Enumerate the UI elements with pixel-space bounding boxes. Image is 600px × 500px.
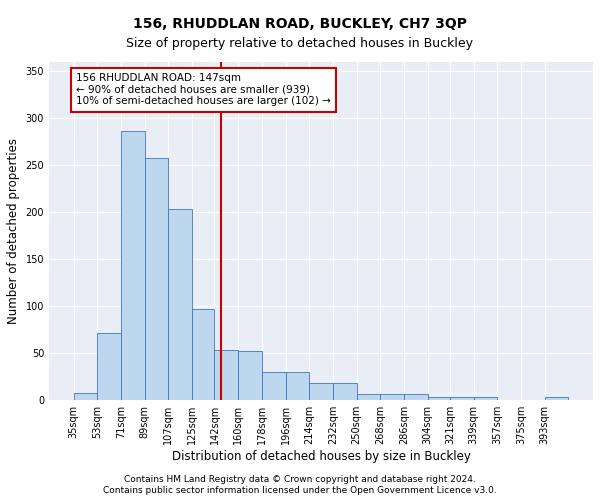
Bar	[192, 309, 214, 400]
Bar	[74, 392, 97, 400]
Bar	[262, 372, 286, 400]
Bar	[404, 394, 428, 400]
Text: Contains HM Land Registry data © Crown copyright and database right 2024.: Contains HM Land Registry data © Crown c…	[124, 475, 476, 484]
Bar	[473, 396, 497, 400]
Text: 156 RHUDDLAN ROAD: 147sqm
← 90% of detached houses are smaller (939)
10% of semi: 156 RHUDDLAN ROAD: 147sqm ← 90% of detac…	[76, 73, 331, 106]
Bar	[309, 384, 333, 400]
Bar	[214, 350, 238, 401]
Text: Size of property relative to detached houses in Buckley: Size of property relative to detached ho…	[127, 38, 473, 51]
Text: Contains public sector information licensed under the Open Government Licence v3: Contains public sector information licen…	[103, 486, 497, 495]
Y-axis label: Number of detached properties: Number of detached properties	[7, 138, 20, 324]
Bar	[169, 210, 192, 400]
Bar	[238, 352, 262, 401]
Bar	[286, 372, 309, 400]
Text: 156, RHUDDLAN ROAD, BUCKLEY, CH7 3QP: 156, RHUDDLAN ROAD, BUCKLEY, CH7 3QP	[133, 18, 467, 32]
Bar	[145, 158, 169, 400]
X-axis label: Distribution of detached houses by size in Buckley: Distribution of detached houses by size …	[172, 450, 470, 463]
Bar	[380, 394, 404, 400]
Bar	[121, 132, 145, 400]
Bar	[97, 332, 121, 400]
Bar	[428, 396, 450, 400]
Bar	[333, 384, 356, 400]
Bar	[450, 396, 473, 400]
Bar	[545, 398, 568, 400]
Bar	[356, 394, 380, 400]
